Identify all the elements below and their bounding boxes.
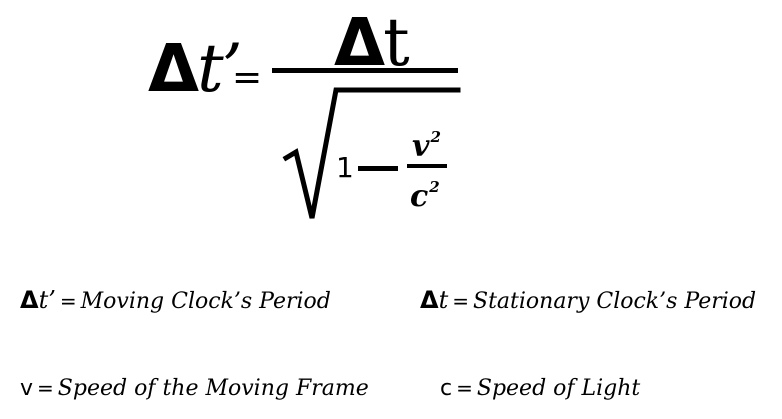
fraction-bar	[272, 68, 458, 73]
light-exponent: 2	[429, 178, 440, 196]
light-symbol: c	[410, 179, 429, 214]
t-prime-symbol: t’	[38, 286, 56, 314]
velocity-symbol: v	[412, 129, 430, 164]
legend-speed-light: c = Speed of Light	[440, 374, 640, 403]
t-symbol: t	[438, 286, 449, 314]
light-squared: c2	[410, 172, 440, 212]
minus-sign	[358, 166, 398, 171]
delta-symbol: Δ	[334, 4, 385, 81]
equals-sign: =	[456, 376, 473, 400]
velocity-symbol: v	[20, 376, 34, 401]
equals-sign: =	[59, 289, 77, 313]
inner-fraction-bar	[407, 164, 447, 168]
velocity-exponent: 2	[430, 128, 441, 146]
legend-moving-period: Δt’ = Moving Clock’s Period	[20, 286, 331, 316]
equals-sign: =	[452, 289, 469, 313]
equals-sign: =	[232, 57, 263, 98]
equals-sign: =	[37, 376, 54, 400]
time-dilation-formula: Δt’ = Δt 1 v2 c2	[148, 10, 461, 219]
t-symbol: t	[383, 4, 409, 81]
formula-lhs: Δt’	[148, 36, 243, 102]
legend-text: Stationary Clock’s Period	[473, 289, 757, 314]
formula-numerator: Δt	[334, 10, 410, 76]
delta-symbol: Δ	[20, 286, 39, 314]
legend-text: Speed of Light	[476, 376, 641, 401]
legend-speed-frame: v = Speed of the Moving Frame	[20, 374, 369, 403]
velocity-squared: v2	[412, 122, 441, 162]
delta-symbol: Δ	[148, 30, 199, 107]
legend-text: Speed of the Moving Frame	[57, 376, 369, 401]
delta-symbol: Δ	[420, 286, 439, 314]
t-prime-symbol: t’	[197, 30, 242, 107]
number-one: 1	[336, 151, 354, 184]
legend-stationary-period: Δt = Stationary Clock’s Period	[420, 286, 756, 316]
light-symbol: c	[440, 376, 453, 401]
legend-text: Moving Clock’s Period	[80, 289, 331, 314]
square-root-icon	[282, 87, 461, 219]
